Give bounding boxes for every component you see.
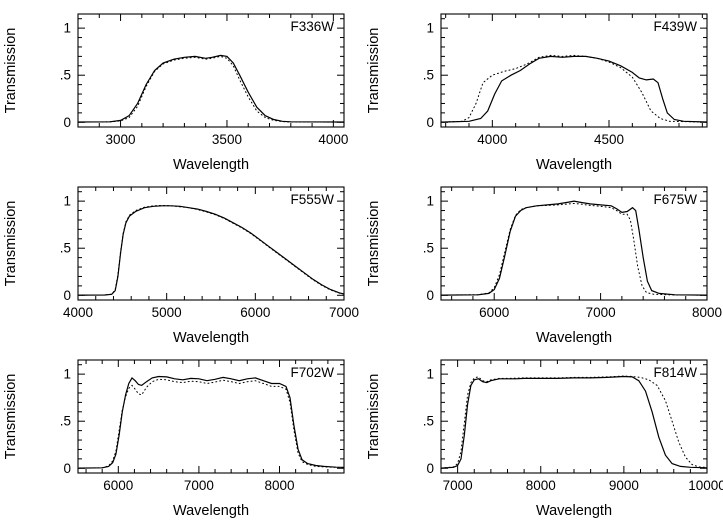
chart-svg-f439w: 4000 4500 0 .5 1 F439W Wavelength Transmission (366, 13, 708, 173)
x-axis-title: Wavelength (536, 157, 612, 173)
x-tick-label: 4500 (594, 132, 624, 147)
y-tick-label: 0 (426, 288, 434, 303)
y-tick-label: .5 (60, 241, 71, 256)
dotted-curve (440, 54, 708, 123)
dotted-curve (77, 55, 345, 123)
y-tick-label: 0 (426, 461, 434, 476)
y-tick-label: 0 (426, 115, 434, 130)
y-tick-label: .5 (60, 68, 71, 83)
x-tick-label: 7000 (184, 478, 214, 493)
chart-svg-f675w: 6000 7000 8000 0 .5 1 F675W Wavelength Transmiss… (366, 186, 722, 346)
y-axis-title: Transmission (366, 201, 382, 287)
x-axis-title: Wavelength (173, 157, 249, 173)
y-tick-label: 1 (63, 194, 71, 209)
x-tick-label: 5000 (152, 305, 182, 320)
filter-name-label: F702W (290, 365, 334, 380)
y-tick-label: 1 (426, 194, 434, 209)
y-tick-label: 0 (63, 288, 71, 303)
solid-curve (77, 54, 345, 123)
y-axis-title: Transmission (366, 374, 382, 460)
x-tick-label: 6000 (103, 478, 133, 493)
x-tick-label: 3500 (212, 132, 242, 147)
filter-name-label: F555W (290, 192, 334, 207)
filter-name-label: F675W (653, 192, 697, 207)
x-tick-label: 8000 (264, 478, 294, 493)
chart-svg-f702w: 6000 7000 8000 0 .5 1 F702W Wavelength Transmiss… (3, 359, 345, 519)
plot-box (77, 359, 345, 474)
solid-curve (440, 200, 708, 296)
plot-box (440, 186, 708, 301)
chart-svg-f814w: 7000 8000 9000 10000 0 .5 1 F814W Wavelength Tran… (366, 359, 723, 519)
dotted-curve (440, 375, 708, 469)
y-tick-label: 1 (63, 367, 71, 382)
x-tick-label: 7000 (443, 478, 473, 493)
y-axis-title: Transmission (3, 374, 19, 460)
x-axis-title: Wavelength (173, 503, 249, 519)
x-tick-label: 10000 (688, 478, 723, 493)
plot-box (77, 186, 345, 301)
chart-f814w: 7000 8000 9000 10000 0 .5 1 F814W Wavelength Tran… (363, 350, 723, 523)
y-axis-title: Transmission (3, 201, 19, 287)
chart-f675w: 6000 7000 8000 0 .5 1 F675W Wavelength Transmiss… (363, 177, 723, 350)
chart-f336w: 3000 3500 4000 0 .5 1 F336W Wavelength Transmiss… (0, 4, 363, 177)
y-tick-label: .5 (423, 241, 434, 256)
y-axis-title: Transmission (366, 28, 382, 114)
y-tick-label: .5 (423, 414, 434, 429)
x-tick-label: 7000 (586, 305, 616, 320)
x-tick-label: 3000 (106, 132, 136, 147)
filter-name-label: F336W (290, 19, 334, 34)
x-tick-label: 4000 (477, 132, 507, 147)
x-tick-label: 8000 (526, 478, 556, 493)
dotted-curve (77, 378, 345, 469)
solid-curve (77, 375, 345, 469)
x-tick-label: 4000 (63, 305, 93, 320)
x-tick-label: 6000 (240, 305, 270, 320)
chart-f439w: 4000 4500 0 .5 1 F439W Wavelength Transmission (363, 4, 723, 177)
x-tick-label: 9000 (609, 478, 639, 493)
x-tick-label: 7000 (329, 305, 359, 320)
y-axis-title: Transmission (3, 28, 19, 114)
dotted-curve (440, 202, 708, 296)
y-tick-label: .5 (423, 68, 434, 83)
plot-box (77, 13, 345, 128)
y-tick-label: .5 (60, 414, 71, 429)
x-axis-title: Wavelength (173, 330, 249, 346)
plot-box (440, 13, 708, 128)
filter-name-label: F439W (653, 19, 697, 34)
y-tick-label: 1 (426, 21, 434, 36)
solid-curve (77, 205, 345, 296)
chart-f555w: 4000 5000 6000 7000 0 .5 1 F555W Wavelength Trans… (0, 177, 363, 350)
y-tick-label: 0 (63, 461, 71, 476)
x-tick-label: 4000 (318, 132, 348, 147)
chart-svg-f555w: 4000 5000 6000 7000 0 .5 1 F555W Wavelength Trans… (3, 186, 359, 346)
x-tick-label: 6000 (479, 305, 509, 320)
x-axis-title: Wavelength (536, 503, 612, 519)
filter-name-label: F814W (653, 365, 697, 380)
x-axis-title: Wavelength (536, 330, 612, 346)
dotted-curve (77, 204, 345, 296)
y-tick-label: 1 (426, 367, 434, 382)
solid-curve (440, 375, 708, 469)
y-tick-label: 1 (63, 21, 71, 36)
x-tick-label: 8000 (692, 305, 722, 320)
chart-svg-f336w: 3000 3500 4000 0 .5 1 F336W Wavelength Transmiss… (3, 13, 348, 173)
chart-f702w: 6000 7000 8000 0 .5 1 F702W Wavelength Transmiss… (0, 350, 363, 523)
y-tick-label: 0 (63, 115, 71, 130)
